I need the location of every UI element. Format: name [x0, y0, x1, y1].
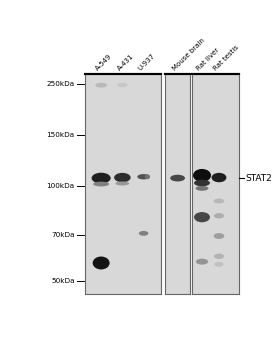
Text: U-937: U-937 [137, 52, 156, 72]
Ellipse shape [95, 83, 107, 88]
Ellipse shape [92, 173, 111, 183]
Ellipse shape [93, 182, 109, 187]
Text: A-431: A-431 [116, 53, 135, 72]
Text: 150kDa: 150kDa [47, 132, 75, 138]
Text: STAT2: STAT2 [246, 174, 272, 183]
Ellipse shape [93, 257, 110, 270]
Text: Rat liver: Rat liver [196, 47, 221, 72]
Ellipse shape [212, 173, 226, 182]
Bar [192, 74, 239, 294]
Text: Mouse brain: Mouse brain [171, 37, 206, 72]
Text: 100kDa: 100kDa [47, 183, 75, 189]
Ellipse shape [215, 262, 224, 267]
Text: 70kDa: 70kDa [51, 232, 75, 238]
Ellipse shape [137, 174, 150, 180]
Ellipse shape [170, 175, 185, 181]
Bar [165, 74, 190, 294]
Ellipse shape [196, 259, 208, 265]
Ellipse shape [139, 231, 149, 236]
Ellipse shape [214, 253, 224, 259]
Text: Rat testis: Rat testis [213, 44, 240, 72]
Ellipse shape [214, 233, 224, 239]
Ellipse shape [145, 174, 150, 179]
Ellipse shape [194, 180, 210, 186]
Ellipse shape [196, 186, 209, 191]
Text: A-549: A-549 [95, 53, 113, 72]
Ellipse shape [214, 198, 224, 203]
Bar [85, 74, 161, 294]
Ellipse shape [115, 181, 129, 186]
Ellipse shape [214, 213, 224, 218]
Ellipse shape [114, 173, 131, 182]
Ellipse shape [193, 169, 211, 182]
Text: 50kDa: 50kDa [51, 278, 75, 284]
Text: 250kDa: 250kDa [47, 81, 75, 87]
Ellipse shape [117, 83, 127, 87]
Ellipse shape [194, 212, 210, 222]
